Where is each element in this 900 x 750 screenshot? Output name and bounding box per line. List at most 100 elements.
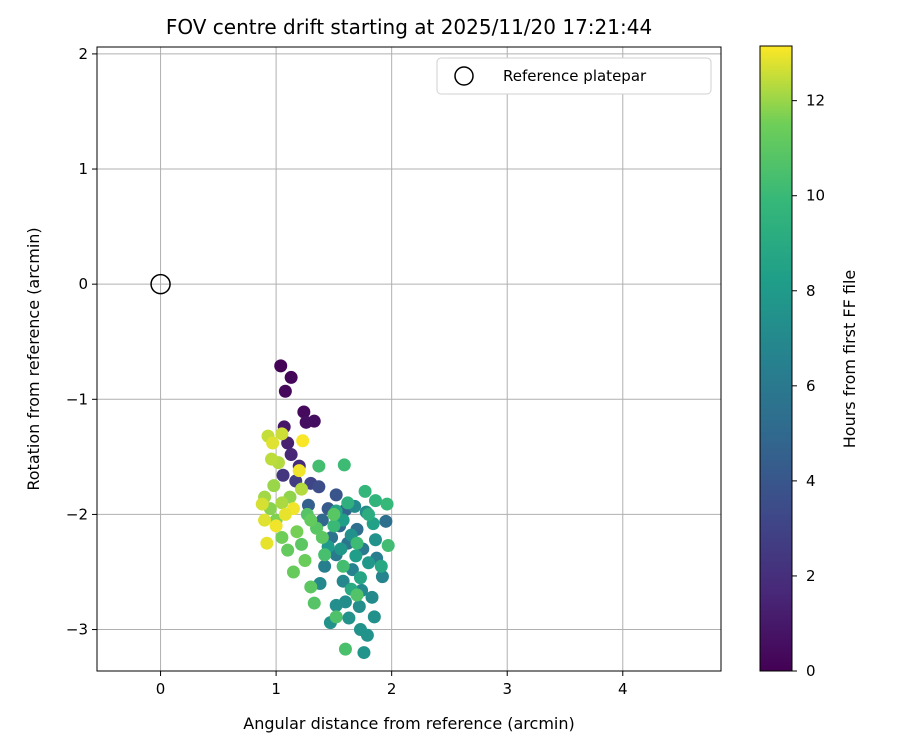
grid-lines — [97, 47, 721, 671]
scatter-point — [352, 600, 366, 614]
scatter-point — [327, 519, 341, 533]
colorbar-tick-label: 4 — [806, 472, 816, 490]
y-tick-label: 1 — [78, 160, 88, 178]
scatter-point — [334, 542, 348, 556]
scatter-point — [350, 588, 364, 602]
scatter-point — [269, 519, 283, 533]
scatter-point — [315, 530, 329, 544]
y-tick-label: 2 — [78, 45, 88, 63]
colorbar-tick-label: 10 — [806, 187, 825, 205]
scatter-point — [260, 536, 274, 550]
scatter-point — [299, 415, 313, 429]
scatter-point — [258, 513, 272, 527]
scatter-point — [380, 497, 394, 511]
scatter-point — [374, 559, 388, 573]
reference-marker-group — [150, 273, 171, 295]
scatter-point — [381, 539, 395, 553]
y-axis-label: Rotation from reference (arcmin) — [24, 227, 43, 490]
scatter-point — [312, 480, 326, 494]
scatter-point — [368, 494, 382, 508]
x-axis-label: Angular distance from reference (arcmin) — [243, 714, 574, 733]
scatter-point — [329, 610, 343, 624]
scatter-point — [274, 359, 288, 373]
x-tick-label: 1 — [271, 680, 281, 698]
scatter-point — [353, 571, 367, 585]
scatter-point — [365, 590, 379, 604]
scatter-point — [307, 596, 321, 610]
scatter-point — [362, 507, 376, 521]
scatter-point — [298, 553, 312, 567]
scatter-point — [284, 370, 298, 384]
x-tick-label: 0 — [156, 680, 166, 698]
colorbar-tick-label: 2 — [806, 567, 816, 585]
legend-reference-marker — [454, 66, 474, 86]
scatter-point — [318, 548, 332, 562]
scatter-point — [350, 536, 364, 550]
colorbar — [759, 45, 793, 672]
scatter-point — [304, 513, 318, 527]
legend: Reference platepar — [436, 57, 712, 95]
scatter-point — [360, 628, 374, 642]
legend-entry-reference-platepar: Reference platepar — [503, 67, 647, 85]
colorbar-tick-label: 0 — [806, 662, 816, 680]
y-tick-label: −3 — [66, 621, 88, 639]
colorbar-tick-label: 8 — [806, 282, 816, 300]
scatter-point — [342, 611, 356, 625]
scatter-point — [264, 452, 278, 466]
y-tick-label: 0 — [78, 275, 88, 293]
scatter-point — [358, 484, 372, 498]
scatter-point — [304, 580, 318, 594]
y-tick-label: −2 — [66, 505, 88, 523]
scatter-point — [290, 525, 304, 539]
scatter-point — [329, 488, 343, 502]
scatter-point — [362, 556, 376, 570]
legend-box — [436, 57, 712, 95]
scatter-point — [357, 646, 371, 660]
x-axis-ticks: 0 1 2 3 4 — [156, 671, 628, 698]
scatter-point — [275, 496, 289, 510]
chart-title: FOV centre drift starting at 2025/11/20 … — [166, 15, 652, 39]
scatter-point — [281, 543, 295, 557]
scatter-point — [295, 537, 309, 551]
scatter-point — [295, 482, 309, 496]
scatter-point — [337, 458, 351, 472]
scatter-point — [341, 496, 355, 510]
scatter-point — [329, 598, 343, 612]
scatter-point — [266, 436, 280, 450]
scatter-point — [278, 384, 292, 398]
scatter-point — [276, 468, 290, 482]
colorbar-tick-label: 12 — [806, 92, 825, 110]
scatter-point — [379, 514, 393, 528]
colorbar-ticks: 0 2 4 6 8 10 12 — [792, 92, 825, 680]
x-tick-label: 3 — [502, 680, 512, 698]
scatter-point — [349, 549, 363, 563]
y-axis-ticks: −3 −2 −1 0 1 2 — [66, 45, 97, 639]
scatter-point — [275, 530, 289, 544]
scatter-point — [297, 405, 311, 419]
scatter-point — [278, 507, 292, 521]
scatter-point — [267, 479, 281, 493]
x-tick-label: 2 — [387, 680, 397, 698]
scatter-point — [312, 459, 326, 473]
scatter-point — [292, 464, 306, 478]
scatter-point — [368, 533, 382, 547]
scatter-point — [367, 610, 381, 624]
scatter-point — [284, 448, 298, 462]
reference-platepar-marker — [150, 273, 171, 295]
colorbar-label: Hours from first FF file — [840, 270, 859, 449]
scatter-point — [296, 434, 310, 448]
scatter-point — [275, 427, 289, 441]
scatter-point — [327, 507, 341, 521]
plot-frame — [96, 46, 722, 672]
scatter-point — [375, 570, 389, 584]
scatter-point — [255, 497, 269, 511]
scatter-point — [286, 565, 300, 579]
y-tick-label: −1 — [66, 390, 88, 408]
scatter-point — [336, 574, 350, 588]
scatter-points — [255, 359, 395, 660]
scatter-point — [338, 642, 352, 656]
x-tick-label: 4 — [618, 680, 628, 698]
scatter-point — [336, 559, 350, 573]
colorbar-tick-label: 6 — [806, 377, 816, 395]
